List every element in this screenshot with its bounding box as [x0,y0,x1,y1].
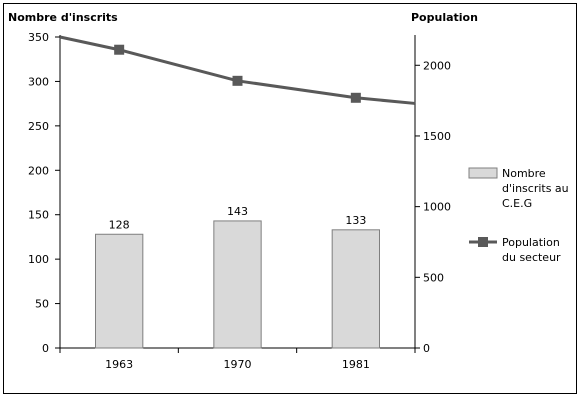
right-axis-tick-label: 1500 [423,130,451,143]
legend: Nombre d'inscrits au C.E.G Population du sec… [468,167,569,264]
x-axis-tick-label: 1963 [105,358,133,371]
left-axis-tick-label: 350 [28,31,49,44]
right-axis: 0 500 1000 1500 2000 [414,35,451,355]
legend-bar-label: C.E.G [502,197,532,210]
bar [95,233,144,349]
population-marker [350,92,361,103]
legend-line-label: du secteur [502,251,561,264]
left-axis-tick-label: 100 [28,253,49,266]
legend-bar-label: d'inscrits au [502,182,569,195]
legend-bar-swatch [468,167,498,179]
left-axis-tick-label: 150 [28,209,49,222]
bar-series: 128 143 133 [95,205,380,349]
right-axis-tick-label: 0 [423,342,430,355]
population-marker [114,44,125,55]
x-axis-tick-label: 1981 [342,358,370,371]
left-axis-tick-label: 200 [28,164,49,177]
legend-bar-label: Nombre [502,167,546,180]
legend-line-label: Population [502,236,560,249]
left-axis-tick-label: 300 [28,75,49,88]
left-axis-tick-label: 250 [28,120,49,133]
bar-data-label: 133 [345,214,366,227]
population-line [59,35,416,105]
x-axis-tick-label: 1970 [224,358,252,371]
right-axis-tick-label: 2000 [423,59,451,72]
left-axis-tick-label: 0 [42,342,49,355]
right-axis-tick-label: 500 [423,271,444,284]
left-axis: 0 50 100 150 200 250 300 350 [28,31,61,355]
bar-data-label: 143 [227,205,248,218]
left-axis-tick-label: 50 [35,298,49,311]
right-axis-tick-label: 1000 [423,201,451,214]
bar [331,229,380,349]
legend-line-marker [478,237,488,247]
line-series [59,35,416,105]
bar [213,220,262,349]
left-axis-title: Nombre d'inscrits [8,11,118,24]
x-axis: 1963 1970 1981 [55,347,416,371]
population-marker [232,75,243,86]
bar-data-label: 128 [109,218,130,231]
right-axis-title: Population [411,11,478,24]
